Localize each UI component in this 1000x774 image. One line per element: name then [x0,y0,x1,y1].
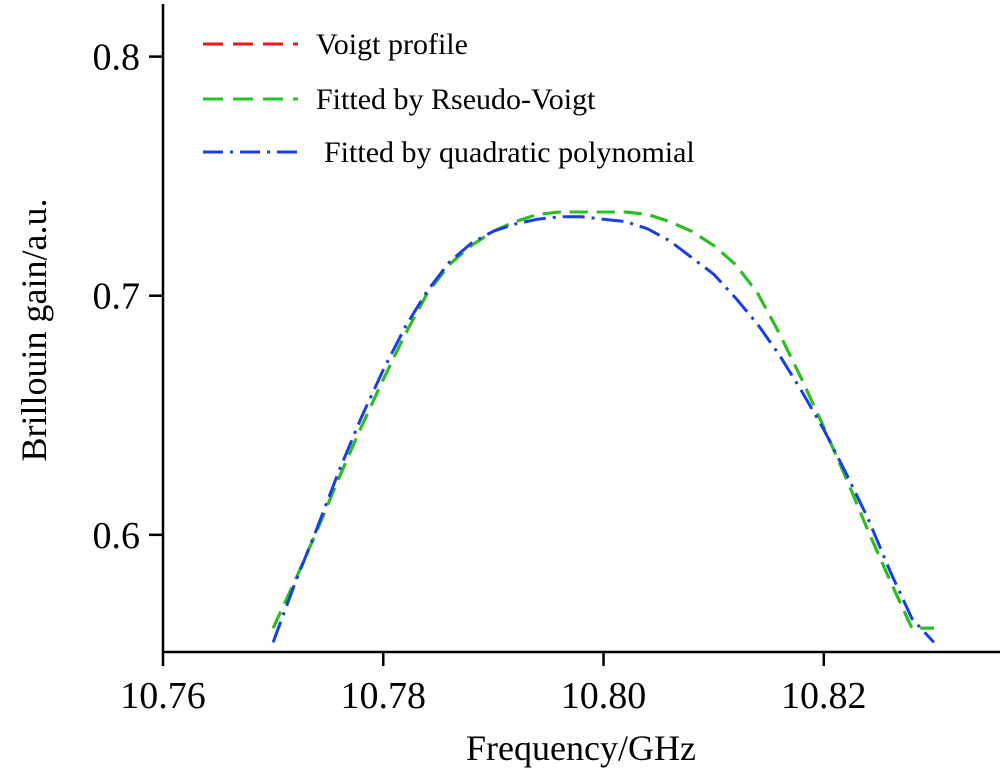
legend-label-2: Fitted by Rseudo-Voigt [316,83,596,116]
x-tick-label: 10.80 [561,675,647,717]
legend-label-3: Fitted by quadratic polynomial [324,136,695,169]
series-line-3 [271,215,936,644]
x-tick-label: 10.78 [341,675,427,717]
chart-curves [271,210,936,644]
x-axis-title: Frequency/GHz [466,728,696,768]
y-tick-label: 0.6 [93,515,141,557]
y-axis-title: Brillouin gain/a.u. [14,199,54,462]
legend: Voigt profile Fitted by Rseudo-Voigt Fitte… [203,28,695,169]
legend-label-1: Voigt profile [316,28,468,61]
series-line-1 [271,210,934,630]
x-tick-label: 10.82 [781,675,867,717]
y-tick-label: 0.7 [93,276,141,318]
chart-axes [161,4,1000,654]
x-tick-label: 10.76 [120,675,206,717]
y-ticks: 0.6 0.7 0.8 [93,37,163,557]
y-tick-label: 0.8 [93,37,141,79]
series-line-2 [271,210,934,630]
x-ticks: 10.76 10.78 10.80 10.82 [120,652,867,717]
